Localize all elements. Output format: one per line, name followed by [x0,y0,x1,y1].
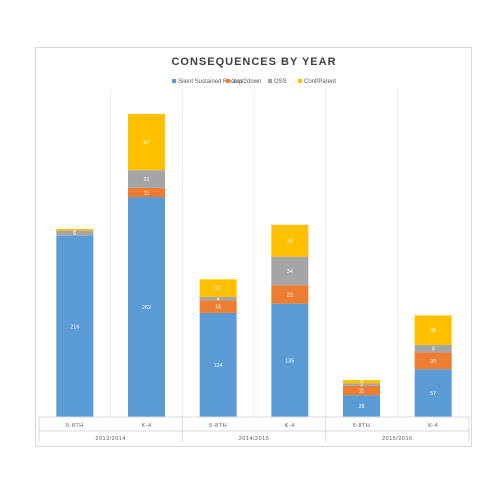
data-label: 38 [287,239,293,245]
legend-swatch [172,79,176,83]
data-label: 124 [214,363,223,369]
legend-label: Conf/Parent [304,79,336,85]
bar-segment [343,395,380,417]
legend-label: OSS [274,79,287,85]
data-label: 26 [358,404,364,410]
bar-segment [343,380,380,384]
x-tick-label: K-4 [285,423,295,429]
legend-swatch [298,79,302,83]
data-label: 67 [143,140,149,146]
x-tick-label: K-4 [428,423,438,429]
plot-area: 2166226211216712415421135223438261134572… [56,90,452,417]
bar-segment [414,344,452,353]
bar-segment [199,312,237,417]
data-label: 6 [73,231,76,237]
bar-segment [56,235,94,417]
data-label: 2 [73,228,76,234]
stacked-bar-chart: CONSEQUENCES BY YEAR Silent Sustained Re… [38,56,470,442]
bar-segment [271,224,309,257]
data-label: 35 [430,328,436,334]
bar-segment [128,197,165,417]
data-label: 3 [360,383,363,389]
x-group-label: 2014/2015 [239,436,270,442]
data-label: 11 [359,389,365,395]
x-tick-label: 5-8TH [66,423,84,429]
bar-segment [128,113,165,171]
bar-segment [199,296,237,301]
x-tick-label: 5-8TH [209,423,227,429]
data-label: 135 [285,358,294,364]
x-axis: 5-8TH K-4 5-8TH K-4 5-8TH K-4 2013/2014 2014/20… [38,416,470,442]
bar-segment [414,315,452,345]
bar-segment [199,279,237,297]
bar-segment [199,300,237,313]
legend-swatch [226,79,230,83]
bar-segment [414,352,452,370]
data-label: 57 [430,391,436,397]
bar-segment [271,256,309,286]
x-group-label: 2013/2014 [95,436,126,442]
legend-label: 2up/2down [232,79,261,85]
x-tick-label: K-4 [141,423,151,429]
bar-segment [56,228,94,231]
bar-segment [343,385,380,396]
bar-segment [56,230,94,236]
data-label: 216 [70,324,79,330]
data-label: 11 [144,190,150,196]
bar-segment [271,303,309,417]
chart-title: CONSEQUENCES BY YEAR [171,56,336,68]
x-tick-label: 5-8TH [353,423,371,429]
data-label: 21 [143,177,149,183]
data-label: 262 [142,305,151,311]
data-label: 22 [287,292,293,298]
data-label: 15 [215,305,221,311]
data-label: 9 [432,347,435,353]
data-label: 20 [430,359,436,365]
data-label: 34 [287,269,293,275]
x-group-label: 2015/2016 [382,436,413,442]
legend-label: Silent Sustained Recess [178,79,243,85]
chart-frame: CONSEQUENCES BY YEAR Silent Sustained Re… [35,47,472,447]
bar-segment [414,369,452,417]
bar-segment [128,170,165,188]
data-label: 21 [215,286,221,292]
data-label: 4 [217,297,220,303]
bar-segment [343,383,380,386]
legend-swatch [268,79,272,83]
bar-segment [128,187,165,198]
bar-segment [271,285,309,304]
data-label: 4 [360,380,363,386]
